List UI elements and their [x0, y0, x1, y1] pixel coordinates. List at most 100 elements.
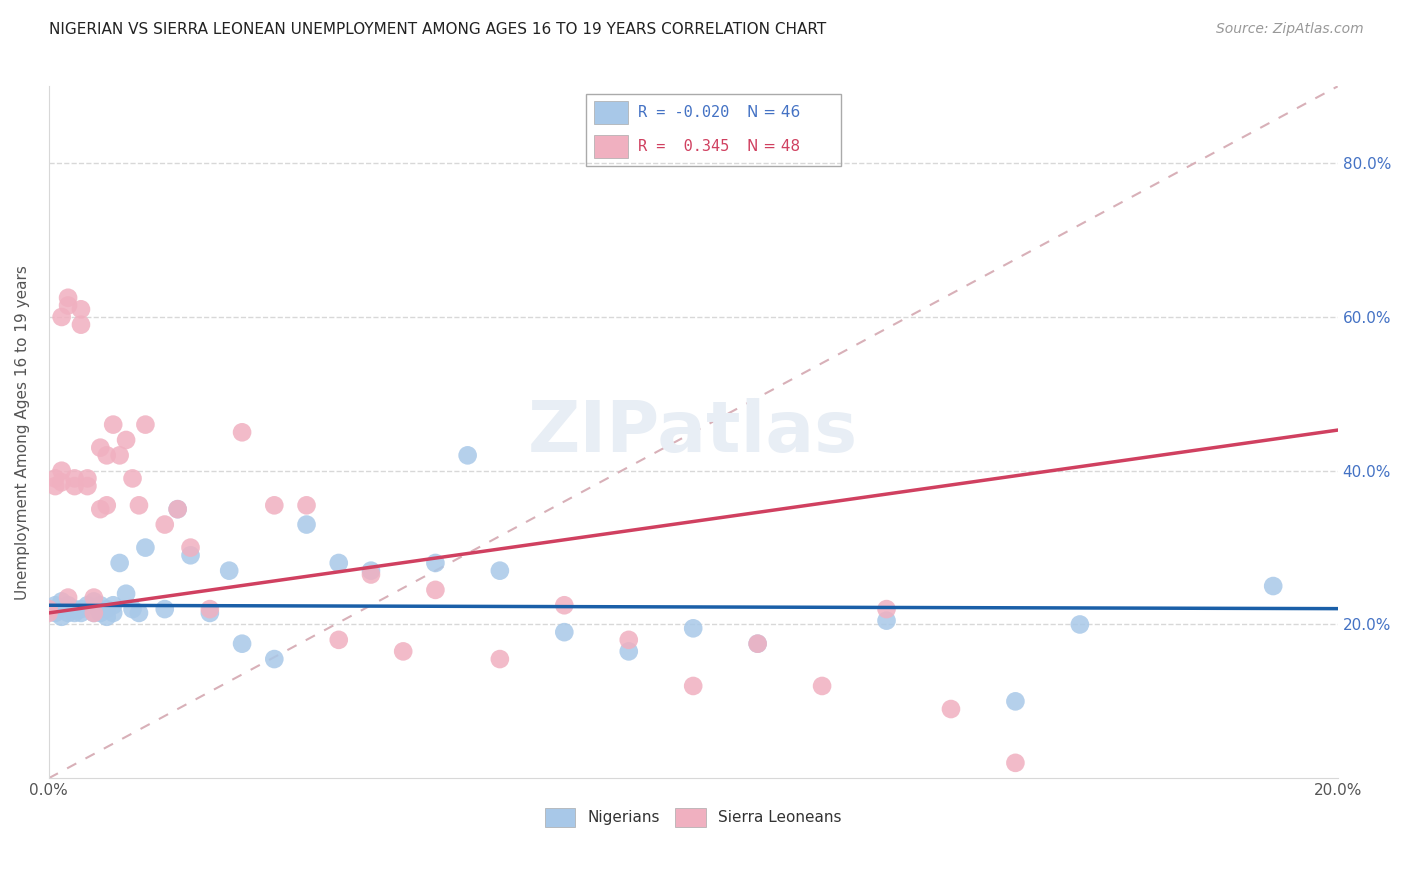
Point: [682, 679, 704, 693]
Point: [166, 502, 188, 516]
Point: [103, 417, 125, 432]
Point: [44, 599, 66, 613]
Point: [56, 591, 79, 605]
Point: [747, 637, 769, 651]
Point: [38, 602, 60, 616]
Point: [89, 599, 111, 613]
Point: [103, 599, 125, 613]
Point: [180, 549, 202, 563]
Point: [231, 425, 253, 440]
Point: [198, 606, 221, 620]
Point: [218, 564, 240, 578]
Point: [76, 471, 98, 485]
Point: [1004, 694, 1026, 708]
Point: [128, 499, 150, 513]
Point: [682, 621, 704, 635]
Point: [70, 602, 93, 616]
Point: [1263, 579, 1285, 593]
Point: [83, 591, 105, 605]
Point: [38, 606, 60, 620]
Point: [83, 594, 105, 608]
Point: [166, 502, 188, 516]
Point: [70, 606, 93, 620]
Point: [328, 556, 350, 570]
Point: [51, 464, 73, 478]
FancyBboxPatch shape: [593, 101, 627, 124]
Point: [489, 564, 512, 578]
Point: [425, 556, 447, 570]
Text: ZIPatlas: ZIPatlas: [529, 398, 858, 467]
Point: [96, 602, 118, 616]
Point: [1069, 617, 1091, 632]
Point: [134, 541, 156, 555]
Point: [489, 652, 512, 666]
Text: R =  0.345: R = 0.345: [638, 139, 730, 153]
Point: [198, 602, 221, 616]
Point: [153, 517, 176, 532]
Point: [44, 606, 66, 620]
Point: [70, 302, 93, 317]
Point: [939, 702, 962, 716]
Point: [56, 291, 79, 305]
Point: [63, 479, 86, 493]
Point: [115, 433, 138, 447]
Point: [70, 318, 93, 332]
Point: [56, 298, 79, 312]
Point: [876, 614, 898, 628]
Point: [38, 602, 60, 616]
Point: [553, 599, 575, 613]
Point: [51, 475, 73, 490]
Text: N = 46: N = 46: [748, 105, 800, 120]
Point: [76, 479, 98, 493]
Legend: Nigerians, Sierra Leoneans: Nigerians, Sierra Leoneans: [538, 802, 848, 833]
Point: [76, 599, 98, 613]
Point: [876, 602, 898, 616]
Y-axis label: Unemployment Among Ages 16 to 19 years: Unemployment Among Ages 16 to 19 years: [15, 265, 30, 599]
Point: [1004, 756, 1026, 770]
Point: [44, 471, 66, 485]
Point: [44, 479, 66, 493]
Point: [56, 599, 79, 613]
Point: [134, 417, 156, 432]
Point: [121, 471, 143, 485]
Point: [96, 499, 118, 513]
Point: [617, 644, 640, 658]
Point: [457, 448, 479, 462]
Point: [360, 567, 382, 582]
Point: [128, 606, 150, 620]
Point: [392, 644, 415, 658]
Point: [63, 471, 86, 485]
Point: [263, 499, 285, 513]
FancyBboxPatch shape: [593, 135, 627, 158]
Point: [83, 606, 105, 620]
Point: [89, 441, 111, 455]
Point: [328, 632, 350, 647]
Point: [231, 637, 253, 651]
Point: [115, 587, 138, 601]
Point: [263, 652, 285, 666]
Point: [553, 625, 575, 640]
Point: [63, 606, 86, 620]
Point: [96, 448, 118, 462]
Text: NIGERIAN VS SIERRA LEONEAN UNEMPLOYMENT AMONG AGES 16 TO 19 YEARS CORRELATION CH: NIGERIAN VS SIERRA LEONEAN UNEMPLOYMENT …: [49, 22, 827, 37]
Point: [811, 679, 834, 693]
Point: [56, 606, 79, 620]
Point: [51, 594, 73, 608]
Point: [51, 609, 73, 624]
Point: [89, 606, 111, 620]
Point: [425, 582, 447, 597]
Text: N = 48: N = 48: [748, 139, 800, 153]
Point: [360, 564, 382, 578]
Point: [96, 609, 118, 624]
Point: [180, 541, 202, 555]
Text: R = -0.020: R = -0.020: [638, 105, 730, 120]
Text: Source: ZipAtlas.com: Source: ZipAtlas.com: [1216, 22, 1364, 37]
Point: [121, 602, 143, 616]
Point: [295, 517, 318, 532]
Point: [153, 602, 176, 616]
Point: [295, 499, 318, 513]
Point: [747, 637, 769, 651]
Point: [83, 606, 105, 620]
Point: [89, 502, 111, 516]
Point: [108, 556, 131, 570]
